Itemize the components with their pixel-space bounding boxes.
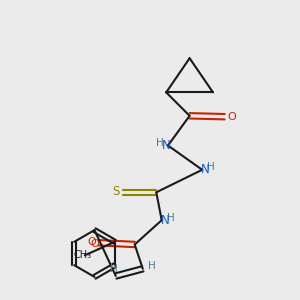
Text: N: N: [162, 139, 171, 152]
Text: H: H: [148, 261, 156, 272]
Text: O: O: [88, 237, 97, 247]
Text: S: S: [113, 185, 120, 198]
Text: H: H: [207, 162, 215, 172]
Text: H: H: [156, 137, 164, 148]
Text: N: N: [201, 163, 210, 176]
Text: CH₃: CH₃: [73, 250, 92, 260]
Text: O: O: [90, 239, 99, 249]
Text: O: O: [227, 112, 236, 122]
Text: N: N: [161, 214, 170, 227]
Text: H: H: [167, 213, 175, 223]
Text: H: H: [110, 263, 117, 274]
